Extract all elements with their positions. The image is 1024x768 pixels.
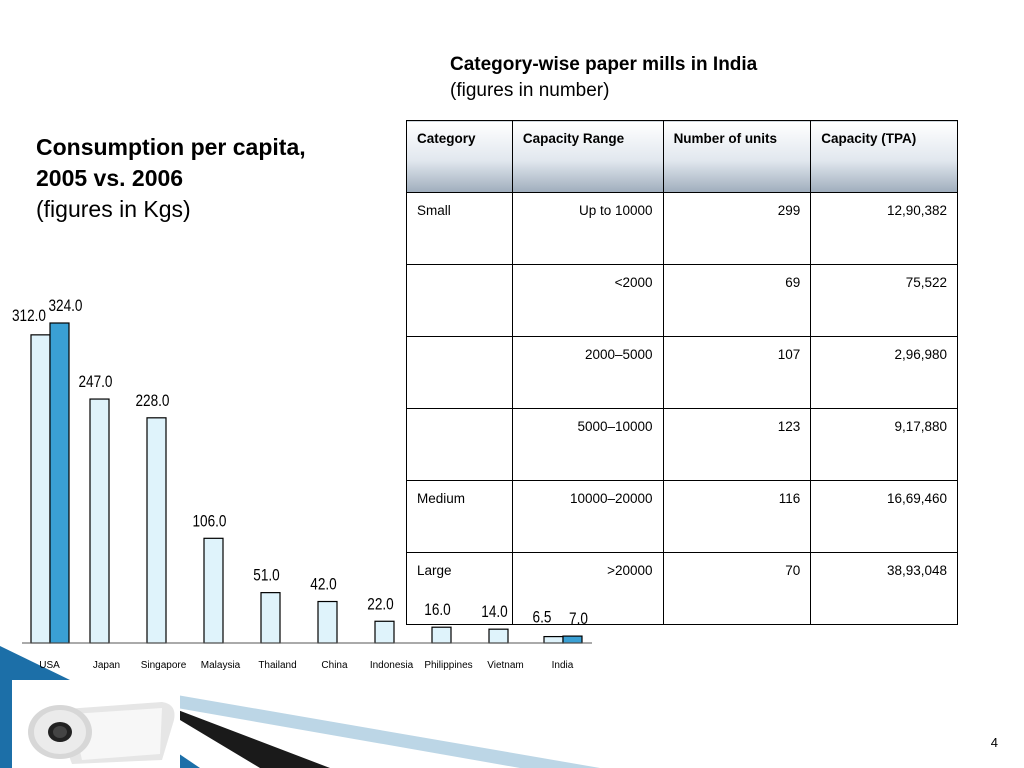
bar-philippines-s1 (431, 626, 452, 644)
cell-capacity: 16,69,460 (810, 480, 958, 553)
bar-vietnam-s1 (488, 628, 509, 644)
cell-units: 123 (662, 408, 812, 481)
cell-capacity: 12,90,382 (810, 192, 958, 265)
cell-capacity: 9,17,880 (810, 408, 958, 481)
category-label-china: China (321, 660, 348, 671)
header-category: Category (406, 120, 513, 193)
header-capacity-range: Capacity Range (511, 120, 664, 193)
category-label-thailand: Thailand (258, 660, 296, 671)
table-row: Large >20000 70 38,93,048 (406, 552, 958, 625)
value-label-india-s1: 6.5 (533, 608, 552, 627)
bar-india-s1 (543, 635, 564, 644)
table-row: 5000–10000 123 9,17,880 (406, 408, 958, 481)
bar-malaysia-s1 (203, 537, 224, 644)
table-row: Small Up to 10000 299 12,90,382 (406, 192, 958, 265)
cell-capacity-range: >20000 (511, 552, 664, 625)
bar-usa-s1 (30, 334, 51, 644)
chart-heading: Consumption per capita, 2005 vs. 2006 (f… (36, 132, 376, 225)
header-capacity-tpa: Capacity (TPA) (810, 120, 958, 193)
cell-category (406, 264, 513, 337)
bar-singapore-s1 (146, 417, 167, 644)
category-label-india: India (552, 660, 574, 671)
value-label-indonesia-s1: 22.0 (367, 595, 393, 614)
table-title: Category-wise paper mills in India (450, 54, 758, 75)
cell-capacity-range: Up to 10000 (511, 192, 664, 265)
cell-capacity-range: 5000–10000 (511, 408, 664, 481)
bar-thailand-s1 (260, 592, 281, 644)
category-label-usa: USA (39, 660, 60, 671)
bar-indonesia-s1 (374, 620, 395, 644)
cell-units: 70 (662, 552, 812, 625)
cell-capacity: 75,522 (810, 264, 958, 337)
cell-category: Small (406, 192, 513, 265)
cell-category (406, 408, 513, 481)
category-label-japan: Japan (93, 660, 120, 671)
table-row: Medium 10000–20000 116 16,69,460 (406, 480, 958, 553)
cell-units: 107 (662, 336, 812, 409)
cell-capacity: 2,96,980 (810, 336, 958, 409)
cell-capacity-range: <2000 (511, 264, 664, 337)
toilet-paper-roll-image (12, 680, 180, 768)
bar-usa-s2 (49, 322, 70, 644)
cell-capacity: 38,93,048 (810, 552, 958, 625)
cell-category: Large (406, 552, 513, 625)
category-label-indonesia: Indonesia (370, 660, 414, 671)
value-label-vietnam-s1: 14.0 (481, 603, 507, 622)
value-label-malaysia-s1: 106.0 (193, 512, 227, 531)
value-label-china-s1: 42.0 (310, 575, 336, 594)
value-label-india-s2: 7.0 (569, 610, 588, 629)
cell-category: Medium (406, 480, 513, 553)
chart-category-labels: USA Japan Singapore Malaysia Thailand China In… (39, 660, 574, 671)
cell-units: 299 (662, 192, 812, 265)
table-subtitle: (figures in number) (450, 80, 610, 101)
paper-mills-table: Category Capacity Range Number of units … (406, 120, 958, 625)
bar-india-s2 (562, 635, 583, 644)
cell-units: 69 (662, 264, 812, 337)
header-number-of-units: Number of units (662, 120, 812, 193)
category-label-malaysia: Malaysia (201, 660, 241, 671)
category-label-singapore: Singapore (141, 660, 187, 671)
value-label-usa-s2: 324.0 (49, 297, 83, 316)
chart-title-line1: Consumption per capita, (36, 134, 306, 160)
cell-units: 116 (662, 480, 812, 553)
table-row: <2000 69 75,522 (406, 264, 958, 337)
page-number: 4 (990, 735, 998, 750)
table-heading: Category-wise paper mills in India (figu… (450, 52, 950, 104)
value-label-thailand-s1: 51.0 (253, 566, 279, 585)
category-label-vietnam: Vietnam (487, 660, 524, 671)
category-label-philippines: Philippines (424, 660, 472, 671)
value-label-japan-s1: 247.0 (79, 373, 113, 392)
chart-subtitle: (figures in Kgs) (36, 196, 191, 222)
chart-title-line2: 2005 vs. 2006 (36, 165, 184, 191)
bar-japan-s1 (89, 398, 110, 644)
table-header-row: Category Capacity Range Number of units … (406, 120, 958, 193)
value-label-usa-s1: 312.0 (12, 306, 46, 325)
cell-category (406, 336, 513, 409)
chart-bars (30, 322, 583, 644)
bar-china-s1 (317, 600, 338, 644)
value-label-philippines-s1: 16.0 (424, 601, 450, 620)
value-label-singapore-s1: 228.0 (136, 391, 170, 410)
table-row: 2000–5000 107 2,96,980 (406, 336, 958, 409)
